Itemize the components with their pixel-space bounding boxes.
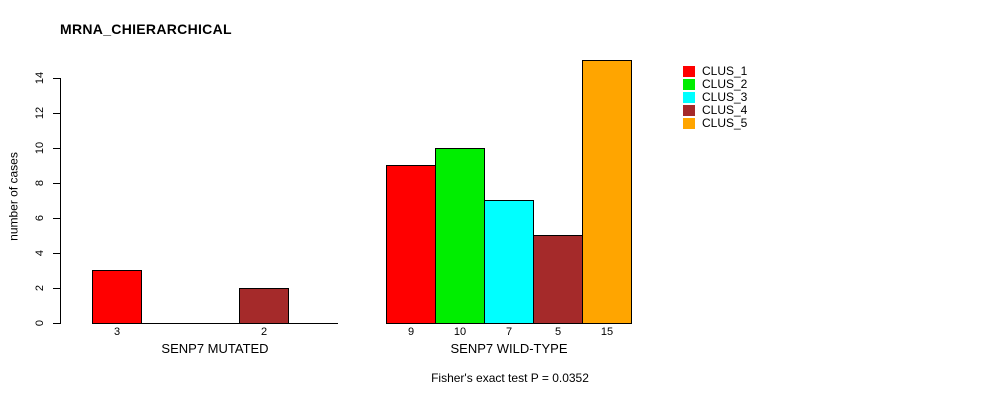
y-tick-mark [53, 323, 61, 324]
y-tick-label: 12 [34, 106, 46, 120]
x-axis-group-label: SENP7 MUTATED [161, 341, 269, 356]
legend-label: CLUS_4 [702, 103, 748, 117]
y-tick-mark [53, 113, 61, 114]
bar-clus_4 [533, 235, 583, 324]
x-axis-group-label: SENP7 WILD-TYPE [450, 341, 568, 356]
bar-value-label: 5 [554, 326, 562, 338]
legend-item: CLUS_4 [683, 104, 747, 117]
bar-clus_5 [582, 60, 632, 324]
y-axis-title: number of cases [6, 152, 21, 241]
legend-swatch-icon [683, 105, 695, 116]
legend-swatch-icon [683, 66, 695, 77]
y-tick-mark [53, 148, 61, 149]
bar-value-label: 2 [260, 326, 268, 338]
legend-swatch-icon [683, 118, 695, 129]
zero-height-bar-clus_2 [141, 323, 191, 324]
bar-value-label: 3 [113, 326, 121, 338]
bar-clus_1 [92, 270, 142, 324]
zero-height-bar-clus_3 [190, 323, 240, 324]
y-tick-label: 8 [34, 179, 46, 187]
legend: CLUS_1 CLUS_2 CLUS_3 CLUS_4 CLUS_5 [683, 65, 747, 130]
bar-value-label: 7 [505, 326, 513, 338]
legend-item: CLUS_1 [683, 65, 747, 78]
y-axis-line [60, 78, 61, 324]
y-tick-label: 4 [34, 249, 46, 257]
legend-label: CLUS_3 [702, 90, 748, 104]
bar-clus_3 [484, 200, 534, 324]
y-tick-label: 10 [34, 141, 46, 155]
bar-clus_1 [386, 165, 436, 324]
legend-item: CLUS_3 [683, 91, 747, 104]
zero-height-bar-clus_5 [288, 323, 338, 324]
y-tick-mark [53, 218, 61, 219]
legend-label: CLUS_1 [702, 64, 748, 78]
y-tick-label: 6 [34, 214, 46, 222]
legend-swatch-icon [683, 79, 695, 90]
y-tick-mark [53, 288, 61, 289]
legend-item: CLUS_5 [683, 117, 747, 130]
bar-clus_2 [435, 148, 485, 324]
y-tick-mark [53, 253, 61, 254]
y-tick-mark [53, 78, 61, 79]
y-tick-label: 14 [34, 71, 46, 85]
y-tick-label: 0 [34, 319, 46, 327]
legend-label: CLUS_2 [702, 77, 748, 91]
legend-item: CLUS_2 [683, 78, 747, 91]
chart-title: MRNA_CHIERARCHICAL [60, 21, 232, 37]
statistical-test-annotation: Fisher's exact test P = 0.0352 [431, 371, 589, 385]
legend-label: CLUS_5 [702, 116, 748, 130]
bar-clus_4 [239, 288, 289, 324]
y-tick-label: 2 [34, 284, 46, 292]
bar-value-label: 15 [600, 326, 614, 338]
y-tick-mark [53, 183, 61, 184]
bar-value-label: 10 [453, 326, 467, 338]
bar-value-label: 9 [407, 326, 415, 338]
legend-swatch-icon [683, 92, 695, 103]
